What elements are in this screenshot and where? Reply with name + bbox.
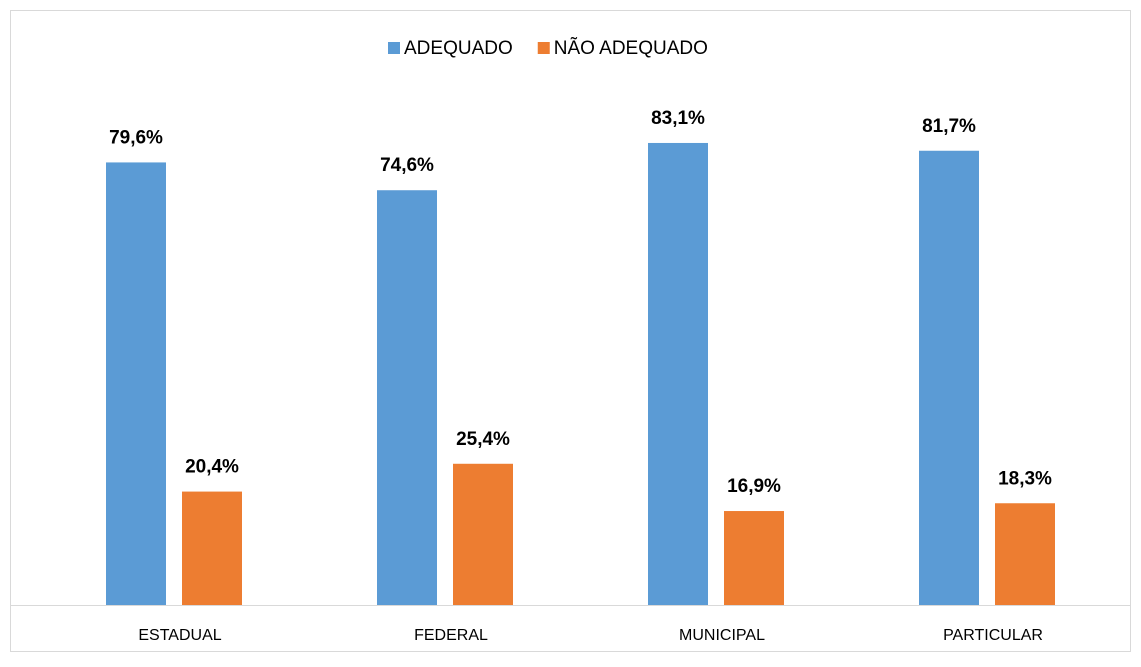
legend-label: NÃO ADEQUADO [554,37,708,59]
x-tick-label: MUNICIPAL [679,627,765,644]
data-label: 25,4% [456,429,510,450]
bar [648,142,708,606]
data-label: 79,6% [109,127,163,148]
data-label: 18,3% [998,468,1052,489]
bar [182,491,242,605]
bar [106,162,166,605]
x-tick-label: FEDERAL [414,627,488,644]
bar [724,511,784,605]
x-tick-label: PARTICULAR [943,627,1043,644]
data-label: 83,1% [651,108,705,129]
bar [995,503,1055,605]
x-tick-label: ESTADUAL [138,627,221,644]
data-label: 74,6% [380,155,434,176]
legend-swatch [388,42,400,54]
legend-label: ADEQUADO [404,38,513,59]
data-label: 20,4% [185,457,239,478]
bar [919,150,979,606]
bar [377,190,437,605]
legend-swatch [537,42,550,54]
bar [453,463,513,605]
data-label: 16,9% [727,476,781,497]
data-label: 81,7% [922,116,976,137]
